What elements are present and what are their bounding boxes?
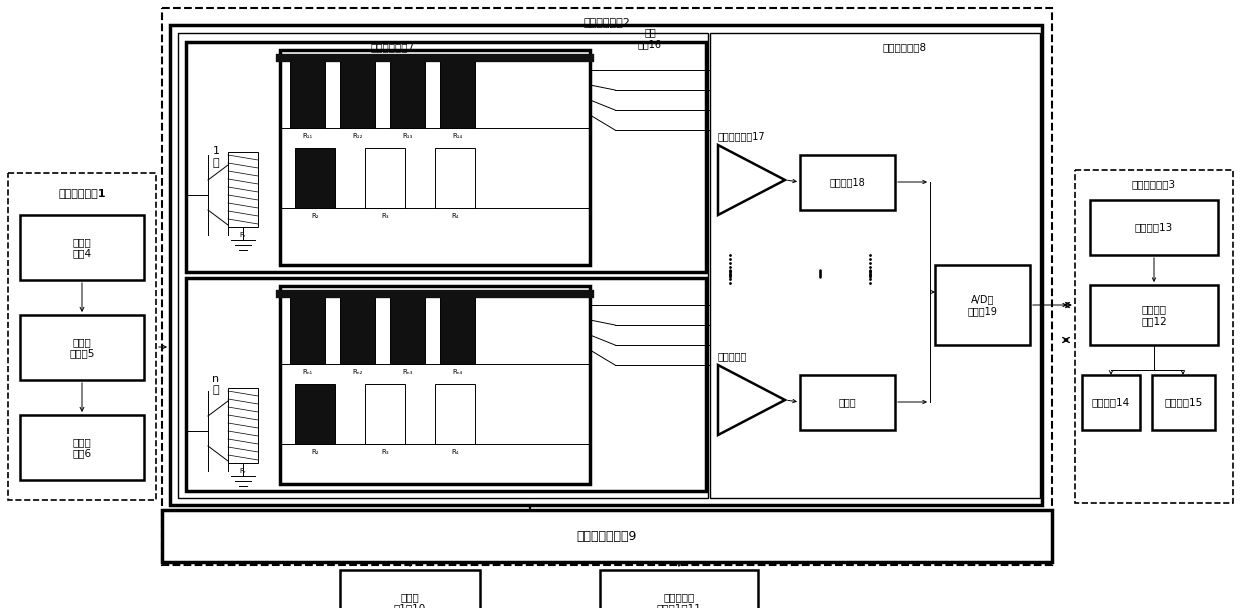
Text: Rᵣ: Rᵣ bbox=[239, 468, 247, 474]
Bar bbox=[186, 278, 706, 491]
Text: 微　处　理　器9: 微 处 理 器9 bbox=[577, 530, 637, 542]
Text: 电子
开內16: 电子 开內16 bbox=[639, 27, 662, 49]
Bar bbox=[1090, 200, 1218, 255]
Bar bbox=[295, 384, 335, 444]
Bar bbox=[340, 58, 374, 128]
Bar bbox=[170, 25, 1042, 505]
Text: 电源管理模块1: 电源管理模块1 bbox=[58, 188, 105, 198]
Text: 电源转
换模块5: 电源转 换模块5 bbox=[69, 337, 94, 358]
Text: A/D转
换器19: A/D转 换器19 bbox=[967, 294, 997, 316]
Bar bbox=[435, 148, 475, 208]
Text: 打印机15: 打印机15 bbox=[1164, 398, 1203, 407]
Text: R₃: R₃ bbox=[381, 213, 389, 219]
Text: 信号处理模块2: 信号处理模块2 bbox=[584, 17, 630, 27]
Bar bbox=[365, 384, 405, 444]
Text: 无线数据传
输模块111: 无线数据传 输模块111 bbox=[656, 592, 702, 608]
Bar bbox=[1083, 375, 1140, 430]
Text: 存储模
块110: 存储模 块110 bbox=[394, 592, 427, 608]
Bar bbox=[295, 148, 335, 208]
Text: R₂: R₂ bbox=[311, 213, 319, 219]
Text: 信号调理模块8: 信号调理模块8 bbox=[883, 42, 928, 52]
Text: R₄: R₄ bbox=[451, 449, 459, 455]
Bar bbox=[600, 570, 758, 608]
Text: R₄: R₄ bbox=[451, 213, 459, 219]
Bar bbox=[935, 265, 1030, 345]
Bar bbox=[711, 33, 1040, 498]
Text: R₁₁: R₁₁ bbox=[303, 133, 312, 139]
Bar bbox=[228, 388, 258, 463]
Text: R₁₃: R₁₃ bbox=[402, 133, 413, 139]
Text: 通道放大器: 通道放大器 bbox=[718, 351, 748, 361]
Bar bbox=[290, 58, 325, 128]
Bar bbox=[1090, 285, 1218, 345]
Bar bbox=[228, 152, 258, 227]
Text: R₃: R₃ bbox=[381, 449, 389, 455]
Text: R₁₂: R₁₂ bbox=[352, 133, 362, 139]
Text: R₁₄: R₁₄ bbox=[453, 133, 463, 139]
Text: 电压基
准源6: 电压基 准源6 bbox=[72, 437, 92, 458]
Text: 滤波器: 滤波器 bbox=[838, 398, 857, 407]
Bar bbox=[7, 173, 156, 500]
Text: Rₙ₂: Rₙ₂ bbox=[352, 369, 362, 375]
Bar bbox=[179, 33, 708, 498]
Text: Rₙ₁: Rₙ₁ bbox=[303, 369, 312, 375]
Text: Rᵣ: Rᵣ bbox=[239, 232, 247, 238]
Bar bbox=[20, 215, 144, 280]
Bar bbox=[186, 42, 706, 272]
Bar bbox=[340, 570, 480, 608]
Bar bbox=[340, 294, 374, 364]
Bar bbox=[1075, 170, 1233, 503]
Bar bbox=[162, 510, 1052, 562]
Bar bbox=[290, 294, 325, 364]
Bar bbox=[365, 148, 405, 208]
Text: Rₙ₃: Rₙ₃ bbox=[402, 369, 413, 375]
Bar bbox=[800, 155, 895, 210]
Bar bbox=[20, 315, 144, 380]
Text: Rₙ₄: Rₙ₄ bbox=[453, 369, 463, 375]
Text: n
区: n 区 bbox=[212, 374, 219, 395]
Text: 工业交
流电4: 工业交 流电4 bbox=[72, 237, 92, 258]
Text: 存储器14: 存储器14 bbox=[1092, 398, 1130, 407]
Bar bbox=[435, 384, 475, 444]
Bar bbox=[391, 58, 425, 128]
Text: 上位机软
件12: 上位机软 件12 bbox=[1141, 304, 1167, 326]
Bar bbox=[1152, 375, 1215, 430]
Bar bbox=[280, 286, 590, 484]
Text: R₂: R₂ bbox=[311, 449, 319, 455]
Bar bbox=[800, 375, 895, 430]
Text: 通道放大器17: 通道放大器17 bbox=[718, 131, 765, 141]
Bar bbox=[20, 415, 144, 480]
Text: 显示器13: 显示器13 bbox=[1135, 223, 1173, 232]
Text: 1
区: 1 区 bbox=[212, 146, 219, 168]
Bar bbox=[162, 8, 1052, 565]
Text: 远程监测模块3: 远程监测模块3 bbox=[1132, 179, 1176, 189]
Bar bbox=[391, 294, 425, 364]
Text: 滤波器18: 滤波器18 bbox=[830, 178, 866, 187]
Bar bbox=[280, 50, 590, 265]
Bar bbox=[440, 294, 475, 364]
Bar bbox=[440, 58, 475, 128]
Text: 应变检测模块7: 应变检测模块7 bbox=[371, 42, 415, 52]
